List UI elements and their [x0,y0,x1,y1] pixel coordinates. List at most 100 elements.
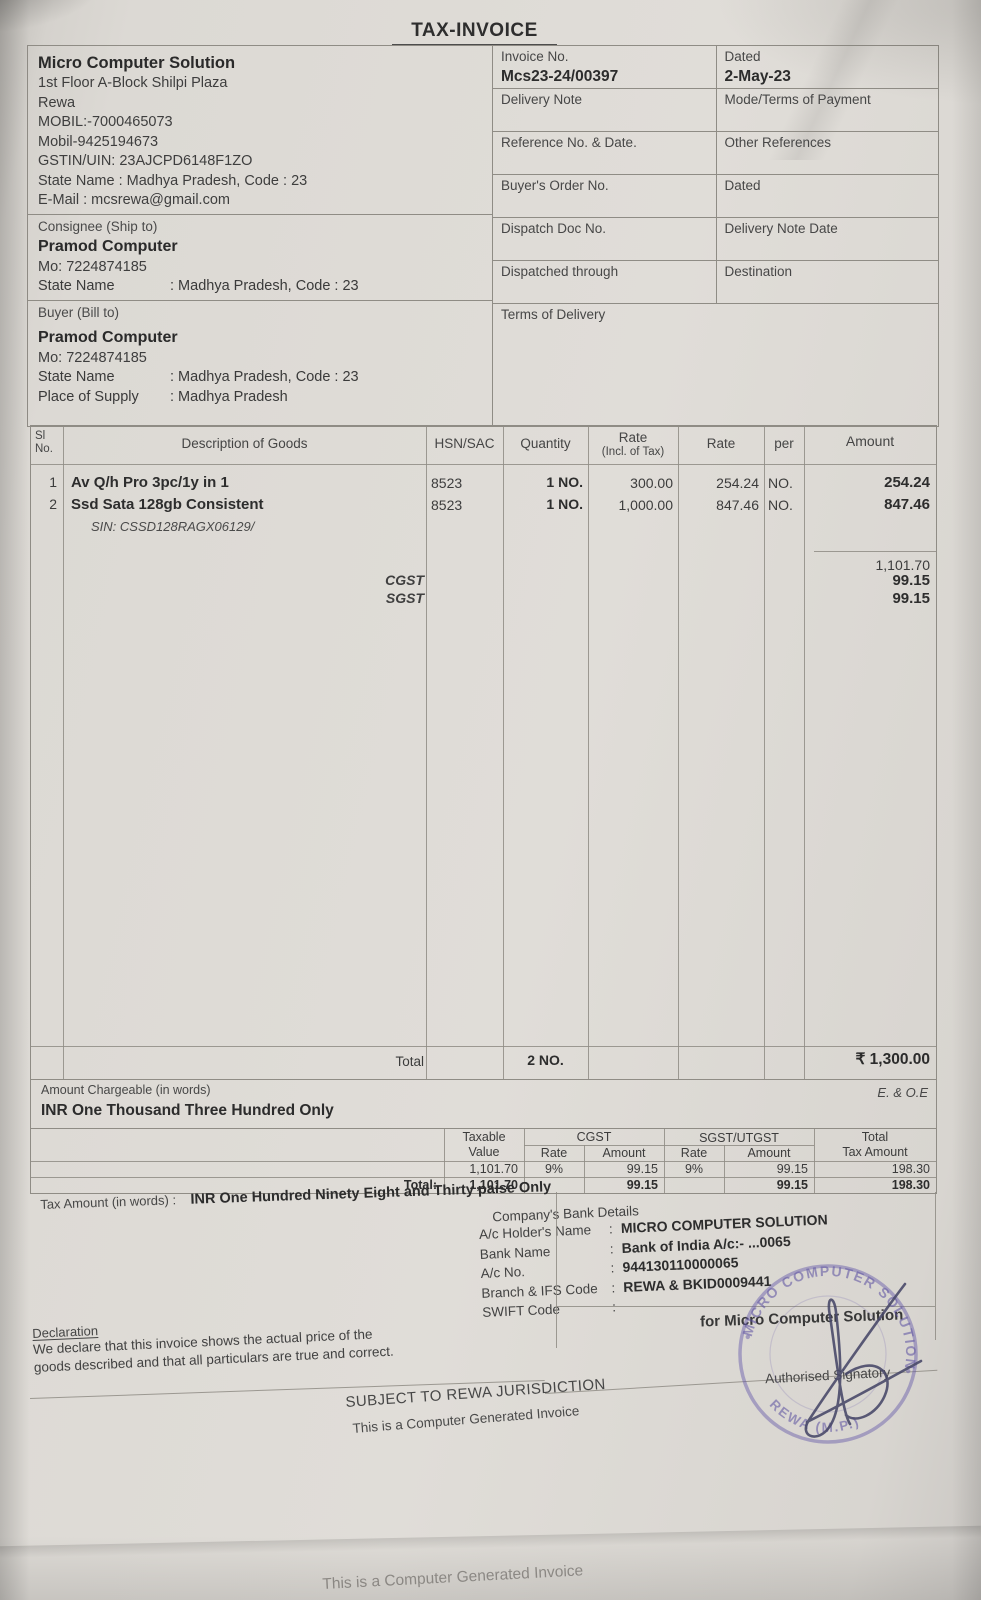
buyer-state-row: State Name : Madhya Pradesh, Code : 23 [38,368,482,388]
column-divider [804,426,805,1079]
column-divider [764,426,765,1079]
meta-label: Terms of Delivery [501,307,606,322]
meta-cell-order-dated: Dated [715,175,938,218]
divider [28,213,492,215]
item-row-sl: 1 [49,474,57,490]
colon-separator: : [612,1298,625,1317]
meta-label: Invoice No. [501,49,569,64]
seller-mobile-line: Mobil-9425194673 [38,133,159,150]
seller-address-line: Rewa [38,94,76,111]
meta-label: Other References [724,135,832,150]
sgst-row-amount: 99.15 [892,590,930,607]
meta-cell-other-references: Other References [715,132,938,175]
consignee-name: Pramod Computer [38,237,178,255]
buyer-heading: Buyer (Bill to) [38,304,120,320]
tax-header-taxable-bottom: Value [468,1145,500,1159]
item-row-rate: 254.24 [716,475,759,491]
col-header-hsn: HSN/SAC [434,436,495,451]
items-total-label: Total [395,1054,424,1069]
col-header-description: Description of Goods [181,436,308,451]
next-page-footer-fragment: This is a Computer Generated Invoice [322,1562,584,1593]
column-divider [588,426,589,1079]
meta-label: Buyer's Order No. [501,178,609,193]
meta-label: Delivery Note Date [724,221,838,236]
declaration-block: Declaration We declare that this invoice… [32,1302,559,1377]
item-row-description: Av Q/h Pro 3pc/1y in 1 [71,474,229,491]
items-total-amount: ₹ 1,300.00 [855,1051,930,1068]
tax-summary-table: Taxable Value CGST SGST/UTGST Total Tax … [30,1128,937,1194]
col-header-per: per [774,436,794,451]
buyer-supply-label: Place of Supply [38,388,139,405]
tax-header-total: Total Tax Amount [814,1130,936,1160]
buyer-mobile: Mo: 7224874185 [38,349,147,366]
item-row-amount: 254.24 [884,474,930,491]
cgst-row-amount: 99.15 [892,572,930,589]
invoice-meta-grid: Invoice No. Mcs23-24/00397 Dated 2-May-2… [493,46,938,426]
amount-words-value: INR One Thousand Three Hundred Only [41,1102,334,1119]
meta-value-dated: 2-May-23 [724,68,791,85]
tax-row-taxable: 1,101.70 [469,1162,518,1176]
col-header-sl-top: Sl [35,430,46,442]
tax-header-taxable-top: Taxable [462,1130,506,1144]
sgst-row-label: SGST [385,590,424,606]
tax-total-label: Total: [403,1178,437,1192]
tax-subheader-cgst-rate: Rate [540,1146,568,1160]
seller-email-line: E-Mail : mcsrewa@gmail.com [38,192,230,208]
row-divider [31,1161,936,1162]
item-row-rate-incl: 1,000.00 [618,497,674,513]
meta-cell-dated: Dated 2-May-23 [715,46,938,89]
tax-row-cgst-rate: 9% [544,1162,564,1176]
subtotal-rule [814,551,936,552]
errors-omissions-note: E. & O.E [877,1085,928,1100]
meta-label: Dispatched through [501,264,619,279]
item-row-per: NO. [768,475,793,491]
group-header-divider [524,1145,814,1146]
parties-column: Micro Computer Solution 1st Floor A-Bloc… [28,46,493,426]
items-subtotal: 1,101.70 [875,557,931,573]
col-header-quantity: Quantity [520,436,571,451]
tax-total-sgst-amount: 99.15 [776,1178,808,1192]
items-table: Sl No. Description of Goods HSN/SAC Quan… [30,425,937,1080]
meta-label: Dated [724,178,761,193]
authorised-signatory-label: Authorised Signatory [764,1364,891,1387]
consignee-heading: Consignee (Ship to) [38,218,158,234]
buyer-state-value: : Madhya Pradesh, Code : 23 [170,369,359,385]
tax-subheader-cgst-amount: Amount [602,1146,646,1160]
meta-cell-dispatched-through: Dispatched through [493,261,716,304]
item-row-quantity: 1 NO. [546,496,583,512]
meta-cell-invoice-no: Invoice No. Mcs23-24/00397 [493,46,716,89]
item-row-serial-number: SIN: CSSD128RAGX06129/ [91,519,255,534]
item-row-hsn: 8523 [431,497,463,513]
meta-cell-terms-of-delivery: Terms of Delivery [493,304,938,426]
tax-row-sgst-amount: 99.15 [776,1162,808,1176]
col-header-rate-incl: Rate (Incl. of Tax) [588,429,678,459]
amount-words-box: Amount Chargeable (in words) E. & O.E IN… [30,1078,937,1128]
seller-gstin-line: GSTIN/UIN: 23AJCPD6148F1ZO [38,153,253,169]
meta-label: Delivery Note [501,92,583,107]
column-divider [426,426,427,1079]
stamp-bottom-text-path: REWA (M.P.) [763,1395,864,1443]
tax-header-total-top: Total [861,1130,889,1144]
tax-header-total-bottom: Tax Amount [842,1145,908,1159]
buyer-state-label: State Name [38,369,115,385]
tax-row-cgst-amount: 99.15 [626,1162,658,1176]
col-header-rate: Rate [706,436,736,451]
meta-label: Destination [724,264,793,279]
column-divider [503,426,504,1079]
total-row-divider [31,1046,936,1047]
tax-total-amount: 198.30 [891,1178,930,1192]
stamp-left-dot [745,1334,750,1340]
col-header-amount: Amount [845,433,895,449]
seller-address-line: 1st Floor A-Block Shilpi Plaza [38,75,228,91]
tax-words-label: Tax Amount (in words) : [40,1192,177,1212]
consignee-state-value: : Madhya Pradesh, Code : 23 [170,278,359,294]
sheet-edge-shadow [0,1525,981,1559]
seller-state-line: State Name : Madhya Pradesh, Code : 23 [38,172,308,189]
tax-total-cgst-amount: 99.15 [626,1178,658,1192]
items-total-quantity: 2 NO. [527,1052,564,1068]
amount-words-label: Amount Chargeable (in words) [41,1083,211,1097]
bank-box-left-border [556,1192,557,1348]
cgst-row-label: CGST [385,572,424,588]
col-header-rate-incl-bottom: (Incl. of Tax) [601,446,665,458]
